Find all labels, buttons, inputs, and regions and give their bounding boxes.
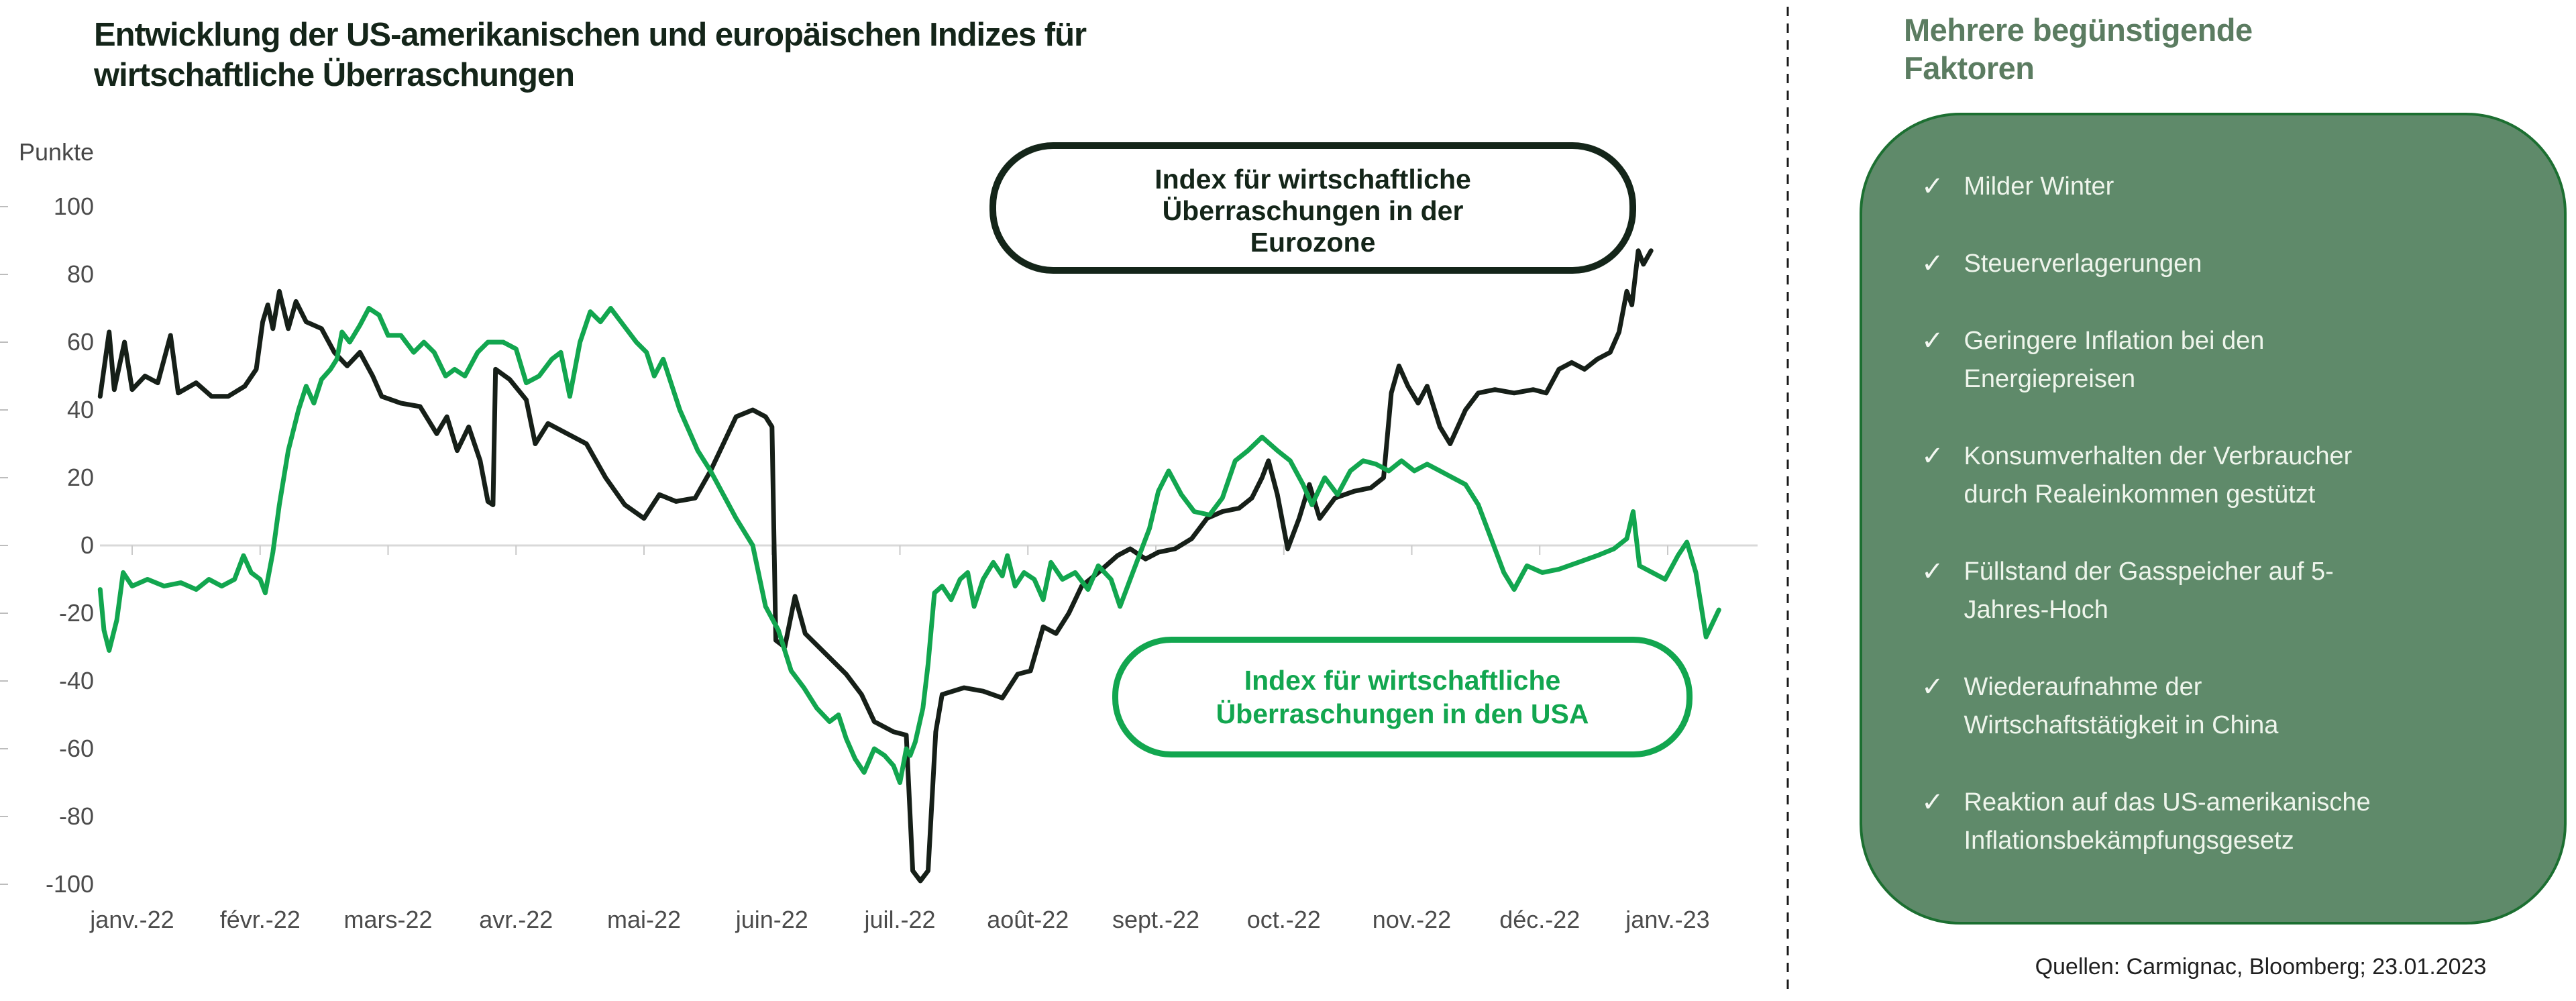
factor-list-item-text: Wiederaufnahme der Wirtschaftstätigkeit i… xyxy=(1964,673,2279,739)
factor-list-item-text: Füllstand der Gasspeicher auf 5- Jahres-H… xyxy=(1964,558,2334,624)
x-tick-label: juin-22 xyxy=(735,906,808,933)
factor-list-item: ✓ Füllstand der Gasspeicher auf 5- Jahres-… xyxy=(1921,553,2517,629)
y-tick-label: -60 xyxy=(58,735,94,762)
factor-list-item-text: Steuerverlagerungen xyxy=(1964,250,2202,278)
factor-list-item: ✓ Steuerverlagerungen xyxy=(1921,245,2517,283)
chart-title-line2: wirtschaftliche Überraschungen xyxy=(94,57,575,93)
series-label-usa: Index für wirtschaftliche Überraschungen… xyxy=(1112,637,1693,757)
series-label-usa-line1: Index für wirtschaftliche xyxy=(1244,665,1561,696)
series-label-usa-line2: Überraschungen in den USA xyxy=(1216,698,1589,729)
x-tick-label: mai-22 xyxy=(606,906,682,933)
factor-list-item: ✓ Geringere Inflation bei den Energiepreis… xyxy=(1921,322,2517,399)
y-tick-label: 100 xyxy=(53,193,94,220)
y-tick-label: 0 xyxy=(80,531,94,559)
x-tick-label: févr.-22 xyxy=(219,906,301,933)
x-tick-label: mars-22 xyxy=(343,906,433,933)
checkmark-icon: ✓ xyxy=(1921,172,1944,201)
factor-list-item-text: Geringere Inflation bei den Energiepreise… xyxy=(1964,327,2265,393)
factor-list-item: ✓ Reaktion auf das US-amerikanische Inflat… xyxy=(1921,784,2517,860)
x-tick-label: avr.-22 xyxy=(479,906,553,933)
x-tick-label: juil.-22 xyxy=(864,906,936,933)
y-tick-label: -100 xyxy=(45,870,94,898)
x-tick-label: oct.-22 xyxy=(1246,906,1321,933)
factor-list-item: ✓ Milder Winter xyxy=(1921,168,2517,206)
checkmark-icon: ✓ xyxy=(1921,249,1944,278)
checkmark-icon: ✓ xyxy=(1921,326,1944,356)
y-tick-label: 40 xyxy=(66,396,94,423)
x-tick-label: janv.-22 xyxy=(90,906,174,933)
x-tick-label: nov.-22 xyxy=(1372,906,1452,933)
x-tick-label: sept.-22 xyxy=(1112,906,1200,933)
factor-list-item-text: Reaktion auf das US-amerikanische Inflati… xyxy=(1964,788,2371,855)
factors-panel: ✓ Milder Winter ✓ Steuerverlagerungen ✓ Gerin… xyxy=(1860,113,2567,925)
x-tick-label: août-22 xyxy=(987,906,1069,933)
source-note: Quellen: Carmignac, Bloomberg; 23.01.202… xyxy=(2035,954,2487,980)
checkmark-icon: ✓ xyxy=(1921,441,1944,471)
factor-list-item-text: Milder Winter xyxy=(1964,172,2114,201)
series-label-eurozone-line3: Eurozone xyxy=(1250,226,1376,258)
series-label-eurozone-line2: Überraschungen in der xyxy=(1162,195,1464,226)
checkmark-icon: ✓ xyxy=(1921,788,1944,817)
chart-title-line1: Entwicklung der US-amerikanischen und eu… xyxy=(94,17,1087,53)
x-tick-label: janv.-23 xyxy=(1625,906,1710,933)
y-tick-label: -20 xyxy=(58,599,94,627)
y-tick-label: 80 xyxy=(66,260,94,288)
chart-title: Entwicklung der US-amerikanischen und eu… xyxy=(94,15,1275,95)
y-tick-label: 20 xyxy=(66,464,94,491)
factor-list-item: ✓ Wiederaufnahme der Wirtschaftstätigkeit … xyxy=(1921,668,2517,745)
factors-panel-title: Mehrere begünstigende Faktoren xyxy=(1904,11,2548,87)
y-axis-unit-label: Punkte xyxy=(19,138,95,166)
checkmark-icon: ✓ xyxy=(1921,672,1944,702)
y-tick-label: 60 xyxy=(66,328,94,356)
y-tick-label: -40 xyxy=(58,667,94,694)
series-label-eurozone-line1: Index für wirtschaftliche xyxy=(1155,163,1471,195)
factors-panel-title-line1: Mehrere begünstigende xyxy=(1904,12,2253,48)
factor-list-item: ✓ Konsumverhalten der Verbraucher durch Re… xyxy=(1921,437,2517,514)
y-tick-label: -80 xyxy=(58,802,94,830)
factors-panel-title-line2: Faktoren xyxy=(1904,50,2035,86)
factor-list-item-text: Konsumverhalten der Verbraucher durch Rea… xyxy=(1964,442,2353,509)
checkmark-icon: ✓ xyxy=(1921,557,1944,586)
series-label-eurozone: Index für wirtschaftliche Überraschungen… xyxy=(989,142,1636,274)
x-tick-label: déc.-22 xyxy=(1499,906,1580,933)
eurozone-series-line xyxy=(97,248,1654,884)
usa-series-line xyxy=(97,306,1721,785)
